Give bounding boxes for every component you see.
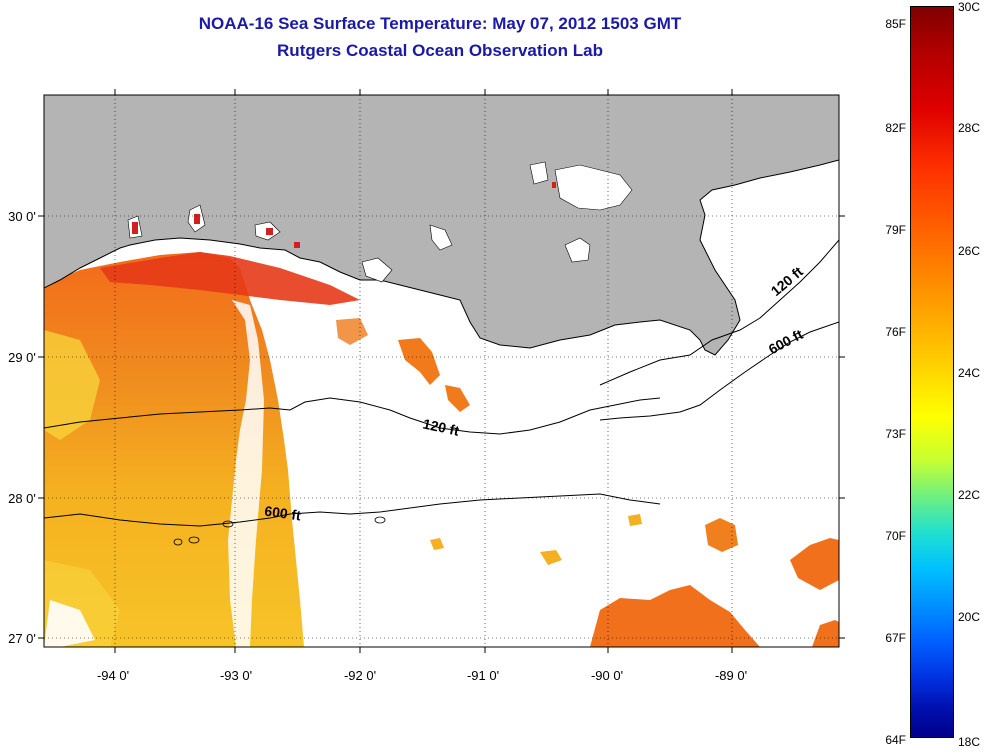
- colorbar: [910, 6, 954, 738]
- colorbar-c-label: 26C: [958, 244, 981, 258]
- lon-label: -92 0': [344, 668, 376, 683]
- colorbar-c-label: 18C: [958, 735, 981, 749]
- lon-label: -93 0': [220, 668, 252, 683]
- sst-field-hot-coast: [100, 252, 360, 305]
- colorbar-f-label: 64F: [885, 733, 906, 747]
- sst-patch-yellow: [44, 330, 100, 440]
- colorbar-f-label: 76F: [885, 325, 906, 339]
- colorbar-f-label: 82F: [885, 121, 906, 135]
- lat-label: 28 0': [8, 491, 36, 506]
- lon-label: -89 0': [715, 668, 747, 683]
- sst-patch: [336, 318, 368, 345]
- sst-patch: [430, 538, 444, 550]
- sst-hotspot: [132, 222, 138, 234]
- sst-hotspot: [266, 228, 273, 235]
- map-subtitle: Rutgers Coastal Ocean Observation Lab: [277, 41, 603, 60]
- lake: [361, 257, 393, 283]
- contour-ring: [374, 516, 386, 524]
- colorbar-c-label: 20C: [958, 610, 981, 624]
- isobath-label: 600 ft: [263, 503, 302, 524]
- colorbar-c-label: 28C: [958, 121, 981, 135]
- isobath-120ft-west: [44, 397, 661, 435]
- colorbar-c-label: 24C: [958, 366, 981, 380]
- isobath-label: 120 ft: [421, 415, 460, 438]
- map-frame: [43, 94, 840, 648]
- lake: [564, 237, 591, 263]
- sst-hotspot: [194, 214, 200, 224]
- colorbar-c-label: 22C: [958, 488, 981, 502]
- sst-patch: [540, 550, 562, 565]
- sst-hotspot: [552, 182, 556, 188]
- contour-ring: [173, 538, 183, 546]
- isobath-600ft-east: [599, 321, 839, 421]
- colorbar-f-label: 70F: [885, 529, 906, 543]
- lon-label: -94 0': [97, 668, 129, 683]
- lon-label: -90 0': [591, 668, 623, 683]
- lake: [554, 164, 633, 211]
- colorbar-f-label: 85F: [885, 17, 906, 31]
- colorbar-f-label: 73F: [885, 427, 906, 441]
- sst-patch: [445, 385, 470, 412]
- lat-label: 27 0': [8, 631, 36, 646]
- cloud-gap: [44, 600, 95, 647]
- contour-ring: [188, 536, 200, 544]
- axis-ticks: [38, 89, 845, 653]
- lake: [529, 161, 549, 185]
- lat-label: 30 0': [8, 209, 36, 224]
- sst-field-southeast: [790, 538, 839, 590]
- isobath-120ft-east: [599, 239, 839, 386]
- graticule: [44, 95, 839, 647]
- lake: [429, 224, 453, 251]
- sst-hotspot: [294, 242, 300, 248]
- land-mass: [44, 95, 839, 356]
- lon-label: -91 0': [467, 668, 499, 683]
- contour-ring: [222, 520, 234, 528]
- colorbar-c-label: 30C: [958, 0, 981, 14]
- map-title: NOAA-16 Sea Surface Temperature: May 07,…: [198, 14, 682, 33]
- sst-field-southeast: [590, 585, 760, 647]
- isobath-600ft-west: [44, 493, 661, 527]
- colorbar-f-label: 67F: [885, 631, 906, 645]
- cloud-gap: [228, 300, 264, 647]
- lat-label: 29 0': [8, 350, 36, 365]
- sst-patch: [705, 518, 738, 552]
- colorbar-f-label: 79F: [885, 223, 906, 237]
- sst-field-southeast: [812, 620, 839, 647]
- sst-patch: [628, 514, 642, 526]
- sst-patch: [398, 338, 440, 385]
